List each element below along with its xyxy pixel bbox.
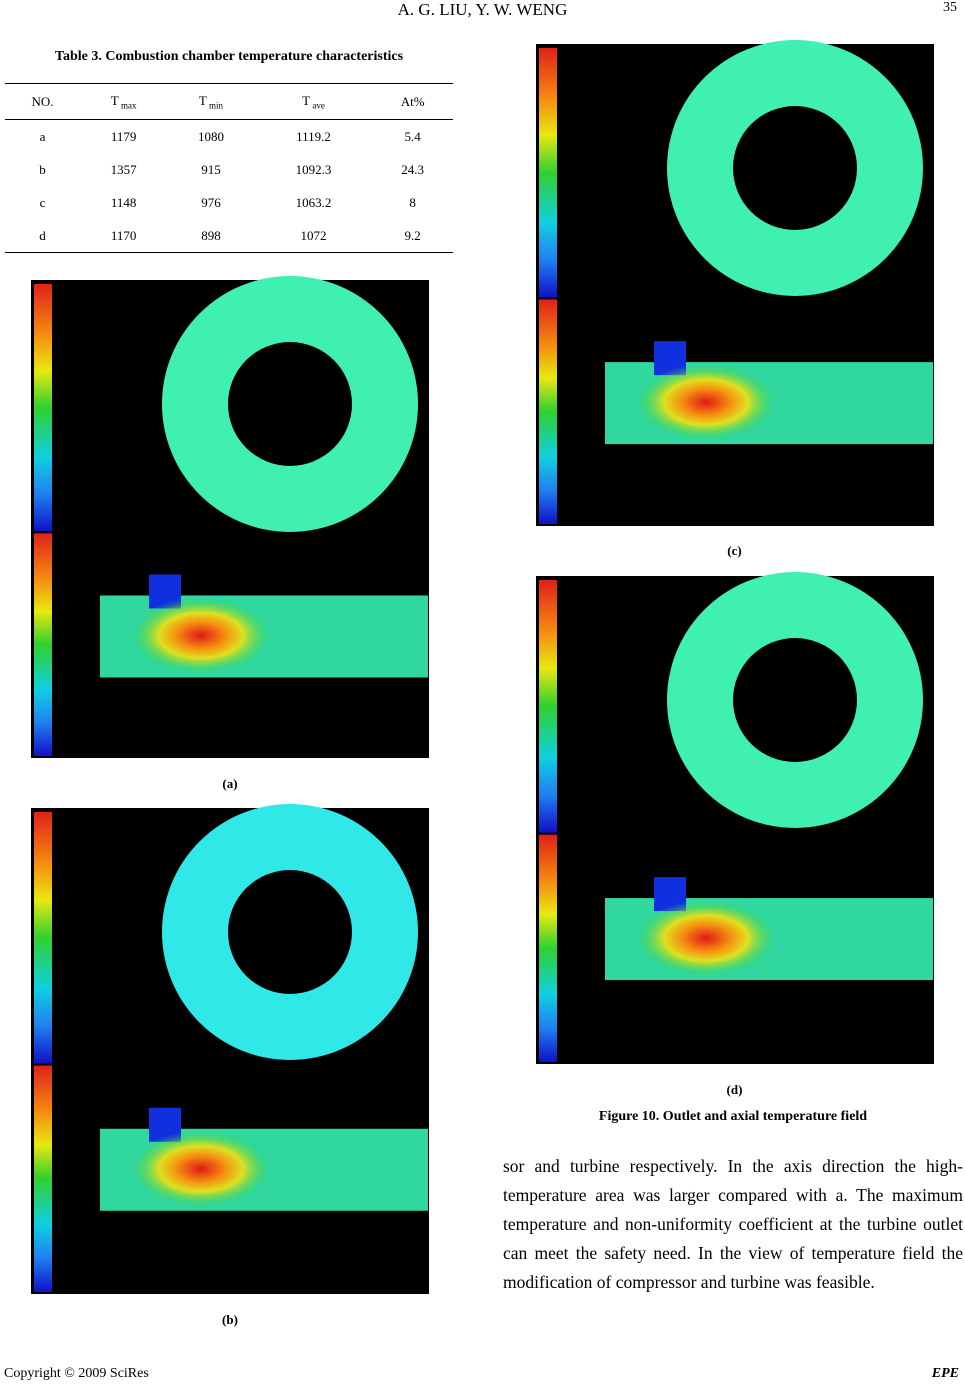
column-header: NO.: [5, 83, 80, 120]
colorbar: [539, 48, 557, 298]
table-cell: 5.4: [404, 128, 421, 144]
body-text: sor and turbine respectively. In the axi…: [503, 1156, 963, 1292]
table-cell: 976: [201, 194, 221, 210]
header-subscript: max: [118, 100, 137, 111]
colorbar: [34, 1065, 52, 1292]
colorbar: [539, 834, 557, 1062]
hot-zone: [131, 1130, 271, 1207]
header-text: At%: [400, 93, 425, 109]
colorbar: [34, 533, 52, 756]
table-cell: d: [5, 219, 80, 253]
colorbar: [539, 580, 557, 833]
table-cell: a: [39, 128, 46, 144]
table: NO. T max T min T ave At% a 1179 1080 1119.2 5.4 b…: [5, 83, 453, 253]
panel-label: (a): [222, 776, 238, 791]
column-header: T min: [167, 83, 255, 120]
table-cell: 1119.2: [296, 128, 331, 144]
table-row: c 1148 976 1063.2 8: [5, 186, 453, 219]
table-row: a 1179 1080 1119.2 5.4: [5, 120, 453, 154]
column-header: At%: [372, 83, 453, 120]
column-header: T ave: [254, 83, 373, 120]
header-subscript: min: [206, 100, 224, 111]
table-cell: 24.3: [401, 161, 425, 177]
table-caption: Table 3. Combustion chamber temperature …: [54, 49, 404, 64]
header-text: NO.: [31, 93, 54, 109]
figure-caption: Figure 10. Outlet and axial temperature …: [598, 1109, 868, 1124]
panel-label: (d): [726, 1082, 743, 1097]
outlet-hole: [733, 638, 857, 762]
header-text: T: [110, 92, 119, 108]
table-cell: 1170: [79, 219, 168, 253]
hot-zone: [636, 900, 776, 977]
panel-label: (b): [222, 1312, 238, 1327]
outlet-hole: [228, 870, 352, 994]
outlet-hole: [733, 106, 857, 230]
header-text: T: [198, 92, 207, 108]
table-cell: 1092.3: [295, 161, 332, 177]
copyright: Copyright © 2009 SciRes: [4, 1366, 149, 1381]
colorbar: [34, 812, 52, 1064]
table-cell: 1080: [197, 128, 224, 144]
table-cell: b: [39, 161, 46, 177]
table-cell: c: [39, 194, 46, 210]
table-cell: 8: [409, 194, 416, 210]
table-cell: 898: [167, 219, 255, 253]
journal: EPE: [931, 1366, 959, 1381]
header-subscript: ave: [310, 100, 325, 111]
table-cell: 1357: [110, 161, 137, 177]
table-cell: 915: [201, 161, 221, 177]
outlet-hole: [228, 342, 352, 466]
colorbar: [539, 299, 557, 524]
hot-zone: [636, 364, 776, 441]
header-text: T: [302, 92, 311, 108]
table-cell: 1148: [110, 194, 137, 210]
table-cell: 1179: [110, 128, 137, 144]
column-header: T max: [79, 83, 168, 120]
table-cell: 1072: [254, 219, 373, 253]
running-header: A. G. LIU, Y. W. WENG: [397, 0, 568, 19]
page-number: 35: [943, 0, 957, 15]
panel-label: (c): [727, 543, 742, 558]
table-row: b 1357 915 1092.3 24.3: [5, 153, 453, 186]
colorbar: [34, 284, 52, 532]
table-cell: 1063.2: [295, 194, 332, 210]
hot-zone: [131, 597, 271, 674]
table-row: d 1170 898 1072 9.2: [5, 219, 453, 253]
table-cell: 9.2: [372, 219, 453, 253]
